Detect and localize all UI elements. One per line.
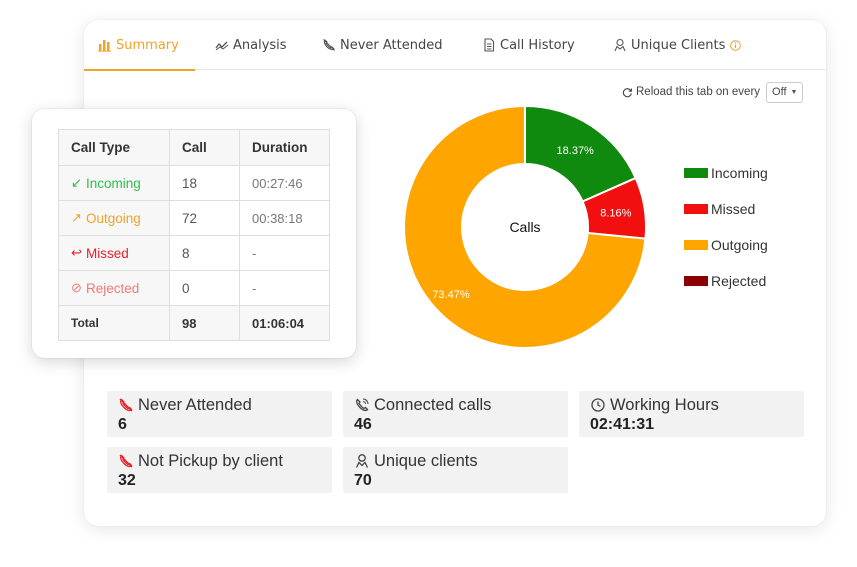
tab-label: Never Attended — [340, 38, 443, 53]
stat-header: Never Attended — [118, 391, 332, 417]
stat-value: 46 — [354, 417, 568, 433]
stat-label: Working Hours — [610, 396, 719, 415]
table-header-row: Call Type Call Duration — [59, 130, 330, 166]
tab-never-attended[interactable]: Never Attended — [322, 20, 443, 70]
stat-not-pickup-by-client[interactable]: Not Pickup by client 32 — [107, 447, 332, 493]
stat-value: 70 — [354, 473, 568, 489]
reload-control: Reload this tab on every Off ▼ — [622, 81, 803, 103]
table-row: ↩ Missed 8 - — [59, 236, 330, 271]
call-type-table-card: Call Type Call Duration ↙ Incoming 18 00:… — [32, 109, 356, 358]
column-header: Duration — [240, 130, 330, 166]
call-type-cell: ⊘ Rejected — [59, 271, 170, 306]
call-type-cell: ↗ Outgoing — [59, 201, 170, 236]
tab-label: Unique Clients — [631, 38, 725, 53]
phone-off-icon — [118, 397, 134, 413]
tab-call-history[interactable]: Call History — [482, 20, 575, 70]
stat-working-hours[interactable]: Working Hours 02:41:31 — [579, 391, 804, 437]
legend-swatch — [684, 204, 708, 214]
call-type-table: Call Type Call Duration ↙ Incoming 18 00:… — [58, 129, 330, 341]
column-header: Call — [170, 130, 240, 166]
stat-header: Working Hours — [590, 391, 804, 417]
legend-swatch — [684, 276, 708, 286]
tab-unique-clients[interactable]: Unique Clients — [613, 20, 741, 70]
reload-selected-value: Off — [772, 86, 786, 98]
phone-off-icon — [322, 38, 336, 52]
total-call-cell: 98 — [170, 306, 240, 341]
stat-value: 6 — [118, 417, 332, 433]
duration-cell: 00:38:18 — [240, 201, 330, 236]
call-type-cell: ↩ Missed — [59, 236, 170, 271]
table-total-row: Total 98 01:06:04 — [59, 306, 330, 341]
trend-line-icon — [215, 38, 229, 52]
legend-label: Incoming — [711, 165, 768, 181]
table-row: ⊘ Rejected 0 - — [59, 271, 330, 306]
tab-label: Summary — [116, 38, 179, 53]
legend-swatch — [684, 240, 708, 250]
call-type-cell: ↙ Incoming — [59, 166, 170, 201]
call-count-cell: 72 — [170, 201, 240, 236]
stat-label: Never Attended — [138, 396, 252, 415]
legend-label: Missed — [711, 201, 755, 217]
user-icon — [354, 453, 370, 469]
reload-interval-select[interactable]: Off ▼ — [766, 82, 803, 103]
stat-label: Unique clients — [374, 452, 478, 471]
stat-value: 02:41:31 — [590, 417, 804, 433]
chart-legend: Incoming Missed Outgoing Rejected — [684, 164, 768, 308]
clock-icon — [590, 397, 606, 413]
duration-cell: 00:27:46 — [240, 166, 330, 201]
outgoing-call-icon: ↗ — [71, 210, 84, 226]
chevron-down-icon: ▼ — [791, 89, 798, 96]
legend-item-missed[interactable]: Missed — [684, 200, 768, 218]
legend-label: Rejected — [711, 273, 766, 289]
incoming-call-icon: ↙ — [71, 175, 84, 191]
legend-item-outgoing[interactable]: Outgoing — [684, 236, 768, 254]
refresh-icon — [622, 87, 633, 98]
rejected-call-icon: ⊘ — [71, 280, 84, 296]
call-count-cell: 18 — [170, 166, 240, 201]
tab-analysis[interactable]: Analysis — [215, 20, 287, 70]
stat-label: Not Pickup by client — [138, 452, 283, 471]
table-row: ↗ Outgoing 72 00:38:18 — [59, 201, 330, 236]
stat-value: 32 — [118, 473, 332, 489]
stat-header: Connected calls — [354, 391, 568, 417]
stat-connected-calls[interactable]: Connected calls 46 — [343, 391, 568, 437]
phone-call-icon — [354, 397, 370, 413]
column-header: Call Type — [59, 130, 170, 166]
tab-label: Analysis — [233, 38, 287, 53]
tab-label: Call History — [500, 38, 575, 53]
stat-header: Unique clients — [354, 447, 568, 473]
phone-off-icon — [118, 453, 134, 469]
user-icon — [613, 38, 627, 52]
call-count-cell: 0 — [170, 271, 240, 306]
duration-cell: - — [240, 236, 330, 271]
reload-label: Reload this tab on every — [636, 86, 760, 98]
legend-item-rejected[interactable]: Rejected — [684, 272, 768, 290]
call-count-cell: 8 — [170, 236, 240, 271]
legend-swatch — [684, 168, 708, 178]
tab-bar: Summary Analysis Never Attended Call His… — [84, 20, 826, 70]
legend-item-incoming[interactable]: Incoming — [684, 164, 768, 182]
legend-label: Outgoing — [711, 237, 768, 253]
duration-cell: - — [240, 271, 330, 306]
total-duration-cell: 01:06:04 — [240, 306, 330, 341]
stat-never-attended[interactable]: Never Attended 6 — [107, 391, 332, 437]
table-row: ↙ Incoming 18 00:27:46 — [59, 166, 330, 201]
tab-summary[interactable]: Summary — [98, 20, 179, 70]
total-label-cell: Total — [59, 306, 170, 341]
stat-header: Not Pickup by client — [118, 447, 332, 473]
stat-label: Connected calls — [374, 396, 491, 415]
info-icon[interactable] — [730, 40, 741, 51]
document-icon — [482, 38, 496, 52]
bar-chart-icon — [98, 38, 112, 52]
missed-call-icon: ↩ — [71, 245, 84, 261]
stat-unique-clients[interactable]: Unique clients 70 — [343, 447, 568, 493]
